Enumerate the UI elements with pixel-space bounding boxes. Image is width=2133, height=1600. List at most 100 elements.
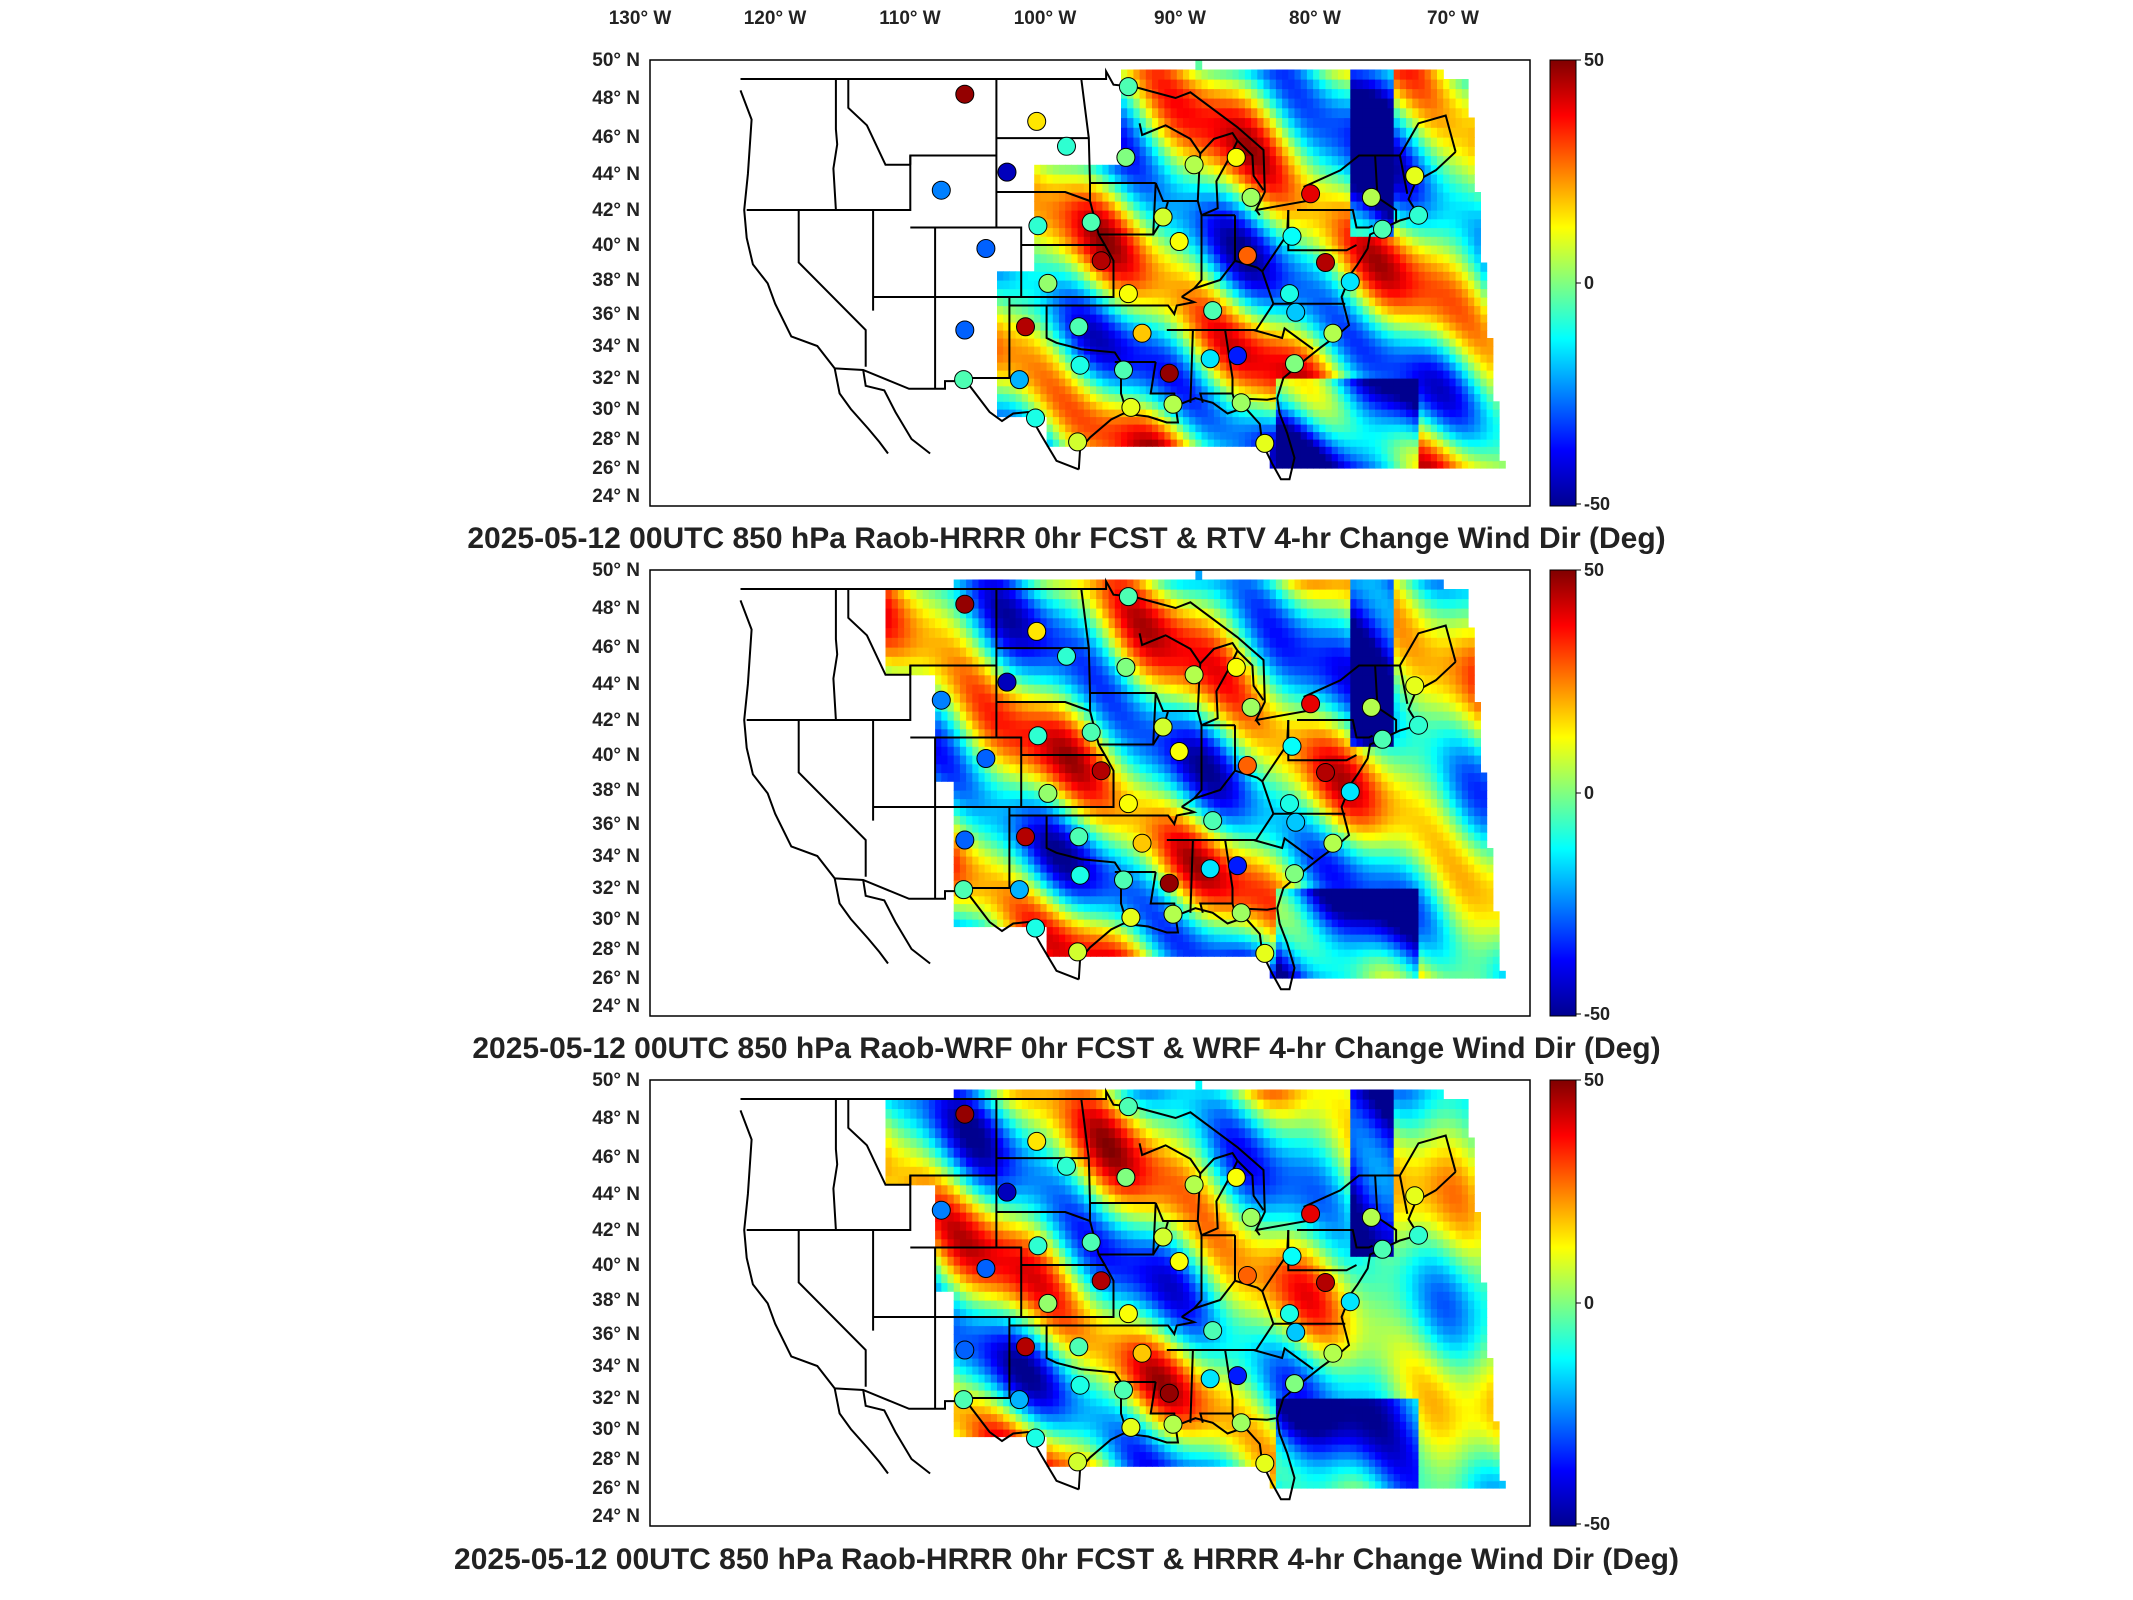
raob-stations [931,77,1428,453]
raob-station-marker [1057,646,1076,666]
raob-station-marker [1028,726,1048,746]
raob-station-marker [1226,1167,1246,1187]
raob-station-marker [1184,155,1204,175]
raob-station-marker [1009,880,1029,900]
raob-station-marker [1028,1236,1048,1256]
raob-station-marker [1118,1304,1138,1324]
raob-station-marker [1028,216,1048,236]
panel-title: 2025-05-12 00UTC 850 hPa Raob-HRRR 0hr F… [467,522,1666,555]
raob-station-marker [955,84,975,104]
raob-station-marker [1016,317,1035,337]
lat-label: 40° N [592,1255,640,1276]
raob-station-marker [976,1259,996,1278]
raob-station-marker [1301,694,1321,714]
colorbar-tick-label: 50 [1584,560,1604,580]
raob-station-marker [1069,317,1089,337]
state-boundaries [739,67,1457,481]
raob-station-marker [1159,363,1179,383]
colorbar-tick-label: 0 [1584,1293,1594,1313]
colorbar-tick-label: -50 [1584,1514,1610,1534]
raob-station-marker [1237,1266,1257,1285]
lat-label: 44° N [592,674,640,695]
map-panel-hrrr: 50° N 48° N 46° N 44° N 42° N 40° N 38° N 36° N… [592,1070,1610,1534]
raob-station-marker [1340,272,1360,292]
raob-station-marker [1255,433,1275,453]
lat-label: 42° N [592,1220,640,1241]
lat-label: 36° N [592,1324,640,1345]
lat-label: 28° N [592,939,640,960]
lon-label: 90° W [1154,8,1206,29]
raob-station-marker [955,1104,975,1124]
raob-station-marker [1203,1321,1223,1341]
raob-station-marker [1231,393,1251,413]
raob-station-marker [1153,207,1173,227]
raob-station-marker [1200,859,1220,879]
raob-station-marker [1231,903,1251,923]
raob-stations [931,587,1428,963]
raob-station-marker [1116,657,1136,677]
raob-station-marker [1228,346,1247,366]
lat-label: 28° N [592,429,640,450]
lat-label: 40° N [592,235,640,256]
raob-station-marker [997,162,1017,182]
raob-station-marker [1069,1337,1089,1357]
raob-station-marker [1114,1380,1133,1400]
raob-station-marker [1285,354,1304,374]
raob-station-marker [1203,811,1223,831]
raob-station-marker [1132,833,1152,853]
lat-label: 30° N [592,399,640,420]
raob-station-marker [1121,397,1141,417]
raob-station-marker [1282,226,1302,246]
lon-label: 80° W [1289,8,1341,29]
raob-station-marker [1286,302,1306,322]
raob-station-marker [1340,1292,1360,1312]
raob-station-marker [1301,184,1321,204]
raob-station-marker [1114,870,1133,890]
lat-label: 36° N [592,814,640,835]
lat-label: 26° N [592,458,640,479]
raob-station-marker [1169,1252,1189,1271]
raob-station-marker [1285,1374,1304,1394]
raob-station-marker [1118,587,1138,607]
panel-title: 2025-05-12 00UTC 850 hPa Raob-WRF 0hr FC… [472,1032,1661,1065]
raob-station-marker [1301,1204,1321,1224]
lat-label: 26° N [592,968,640,989]
raob-station-marker [1286,1322,1306,1342]
raob-station-marker [1241,697,1261,717]
raob-station-marker [931,180,951,200]
raob-station-marker [1231,1413,1251,1433]
raob-station-marker [1081,722,1101,742]
raob-station-marker [1361,187,1381,207]
raob-station-marker [997,672,1017,692]
raob-station-marker [1081,1232,1101,1252]
raob-station-marker [1038,783,1058,803]
colorbar-tick-label: 50 [1584,1070,1604,1090]
raob-station-marker [1285,864,1304,884]
raob-station-marker [1132,1343,1152,1363]
raob-station-marker [1163,394,1183,414]
raob-station-marker [1373,729,1392,749]
lat-label: 28° N [592,1449,640,1470]
colorbar-tick-label: -50 [1584,494,1610,514]
wind-direction-field [997,60,1506,469]
lon-label: 70° W [1427,8,1479,29]
raob-station-marker [1226,147,1246,167]
colorbar-tick-label: 50 [1584,50,1604,70]
colorbar [1549,1079,1577,1527]
colorbar-tick-label: 0 [1584,273,1594,293]
raob-station-marker [1009,1390,1029,1410]
lat-label: 38° N [592,780,640,801]
lon-label: 110° W [879,8,941,29]
raob-station-marker [1237,756,1257,775]
lat-label: 24° N [592,996,640,1017]
raob-station-marker [1057,136,1076,156]
raob-station-marker [1116,1167,1136,1187]
raob-station-marker [1118,77,1138,97]
raob-station-marker [1323,1343,1343,1363]
lat-label: 24° N [592,1506,640,1527]
raob-station-marker [1163,1414,1183,1434]
raob-station-marker [1169,742,1189,761]
raob-station-marker [1068,942,1088,962]
lat-label: 34° N [592,336,640,357]
lat-label: 32° N [592,878,640,899]
